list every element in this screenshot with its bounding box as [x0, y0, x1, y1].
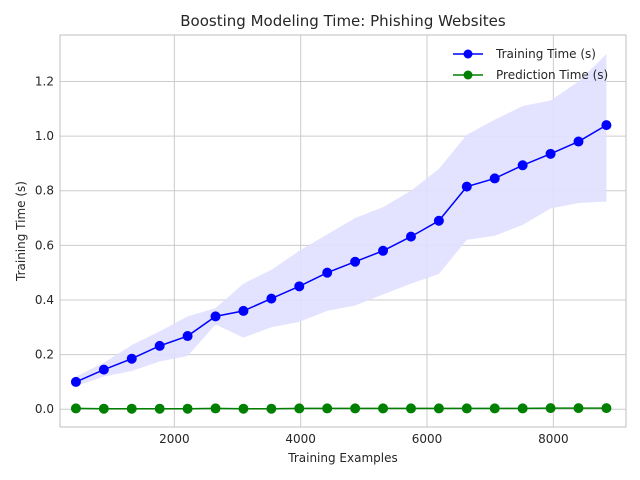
- x-tick-label: 2000: [159, 432, 190, 446]
- series-1-point: [517, 403, 528, 414]
- series-0-point: [545, 148, 556, 159]
- series-0-point: [461, 181, 472, 192]
- series-1-point: [294, 403, 305, 414]
- series-1-point: [322, 403, 333, 414]
- series-1-point: [182, 403, 193, 414]
- series-1-point: [98, 403, 109, 414]
- series-1-point: [378, 403, 389, 414]
- series-0-point: [98, 364, 109, 375]
- y-tick-label: 0.6: [35, 238, 54, 252]
- series-0-band: [75, 54, 607, 387]
- legend-label-0: Training Time (s): [495, 47, 596, 61]
- series-0-point: [378, 245, 389, 256]
- chart-title: Boosting Modeling Time: Phishing Website…: [180, 12, 506, 30]
- series-1-point: [238, 403, 249, 414]
- series-0-point: [517, 160, 528, 171]
- x-tick-label: 6000: [412, 432, 443, 446]
- series-1-point: [489, 403, 500, 414]
- legend-marker-0: [463, 49, 473, 59]
- y-tick-label: 0.2: [35, 348, 54, 362]
- x-tick-label: 4000: [285, 432, 316, 446]
- tick-labels: 2000 4000 6000 8000 0.0 0.2 0.4 0.6 0.8 1.0 1.2: [35, 74, 569, 446]
- series-1-point: [545, 403, 556, 414]
- series-0-point: [70, 376, 81, 387]
- series-1-point: [210, 403, 221, 414]
- x-axis-label: Training Examples: [287, 451, 397, 465]
- series-0-point: [294, 281, 305, 292]
- series-0-point: [601, 120, 612, 131]
- series-1-point: [266, 403, 277, 414]
- series-0-point: [154, 340, 165, 351]
- series-1-point: [350, 403, 361, 414]
- series-0-point: [126, 353, 137, 364]
- series-lines: [70, 120, 612, 414]
- plot-frame: [59, 34, 627, 428]
- series-0-point: [238, 305, 249, 316]
- x-tick-label: 8000: [538, 432, 569, 446]
- series-1-point: [126, 403, 137, 414]
- y-tick-label: 0.8: [35, 184, 54, 198]
- y-tick-label: 1.0: [35, 129, 54, 143]
- y-tick-label: 0.4: [35, 293, 54, 307]
- series-0-point: [405, 231, 416, 242]
- series-0-point: [433, 215, 444, 226]
- series-0-point: [210, 311, 221, 322]
- series-1-point: [573, 403, 584, 414]
- confidence-bands: [75, 54, 607, 387]
- legend-label-1: Prediction Time (s): [496, 68, 608, 82]
- series-0-point: [266, 293, 277, 304]
- series-0-point: [182, 331, 193, 342]
- series-0-point: [489, 173, 500, 184]
- legend: Training Time (s) Prediction Time (s): [453, 47, 608, 82]
- series-1-point: [461, 403, 472, 414]
- series-0-point: [573, 136, 584, 147]
- y-axis-label: Training Time (s): [14, 181, 28, 282]
- series-1-point: [601, 403, 612, 414]
- series-1-point: [154, 403, 165, 414]
- series-1-point: [70, 403, 81, 414]
- legend-marker-1: [463, 70, 473, 80]
- series-1-point: [433, 403, 444, 414]
- y-tick-label: 1.2: [35, 74, 54, 88]
- series-1-point: [405, 403, 416, 414]
- series-0-point: [322, 267, 333, 278]
- series-0-point: [350, 256, 361, 267]
- y-tick-label: 0.0: [35, 402, 54, 416]
